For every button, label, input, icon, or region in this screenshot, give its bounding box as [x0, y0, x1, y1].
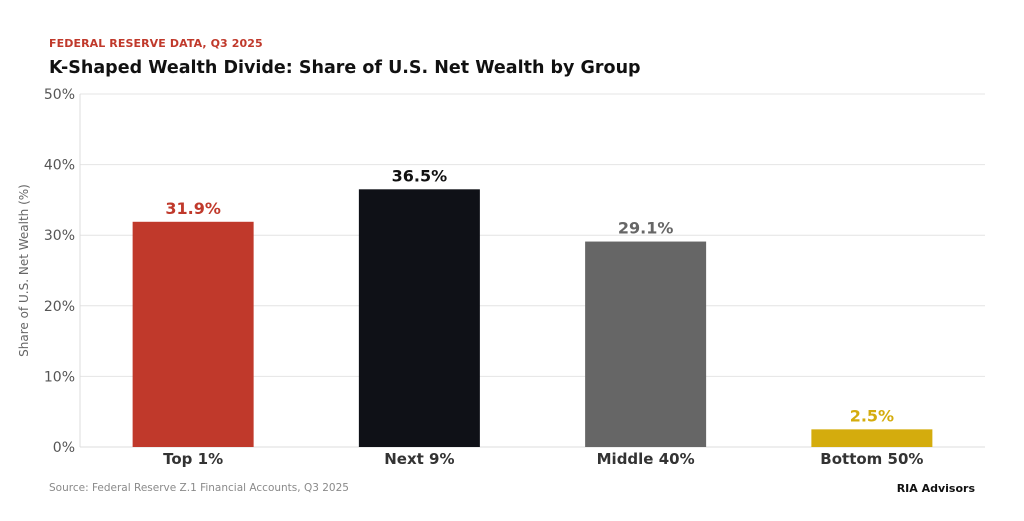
y-tick-label: 0% [53, 440, 75, 456]
brand-label: RIA Advisors [896, 482, 975, 495]
y-tick-label: 30% [44, 228, 75, 244]
y-axis-label: Share of U.S. Net Wealth (%) [17, 184, 31, 357]
x-tick-label: Next 9% [384, 450, 454, 468]
bar [358, 189, 480, 447]
tick-labels: 0% 10% 20% 30% 40% 50% Top 1% Next 9% Middle 40%… [44, 87, 924, 468]
bar-value-label: 31.9% [165, 199, 221, 218]
x-tick-label: Bottom 50% [820, 450, 923, 468]
bars [132, 189, 933, 447]
x-tick-label: Top 1% [163, 450, 223, 468]
chart-kicker: FEDERAL RESERVE DATA, Q3 2025 [49, 37, 263, 50]
y-tick-label: 50% [44, 87, 75, 103]
chart-title: K-Shaped Wealth Divide: Share of U.S. Ne… [49, 58, 641, 78]
y-tick-label: 40% [44, 158, 75, 174]
bar-value-label: 29.1% [618, 219, 674, 238]
bar [132, 221, 254, 447]
x-tick-label: Middle 40% [597, 450, 695, 468]
source-note: Source: Federal Reserve Z.1 Financial Ac… [49, 482, 349, 494]
bar-value-labels: 31.9% 36.5% 29.1% 2.5% [165, 166, 894, 425]
y-tick-label: 20% [44, 299, 75, 315]
bar [811, 429, 933, 447]
bar [585, 241, 707, 447]
y-tick-label: 10% [44, 369, 75, 385]
bar-value-label: 2.5% [850, 406, 894, 425]
bar-value-label: 36.5% [392, 166, 448, 185]
